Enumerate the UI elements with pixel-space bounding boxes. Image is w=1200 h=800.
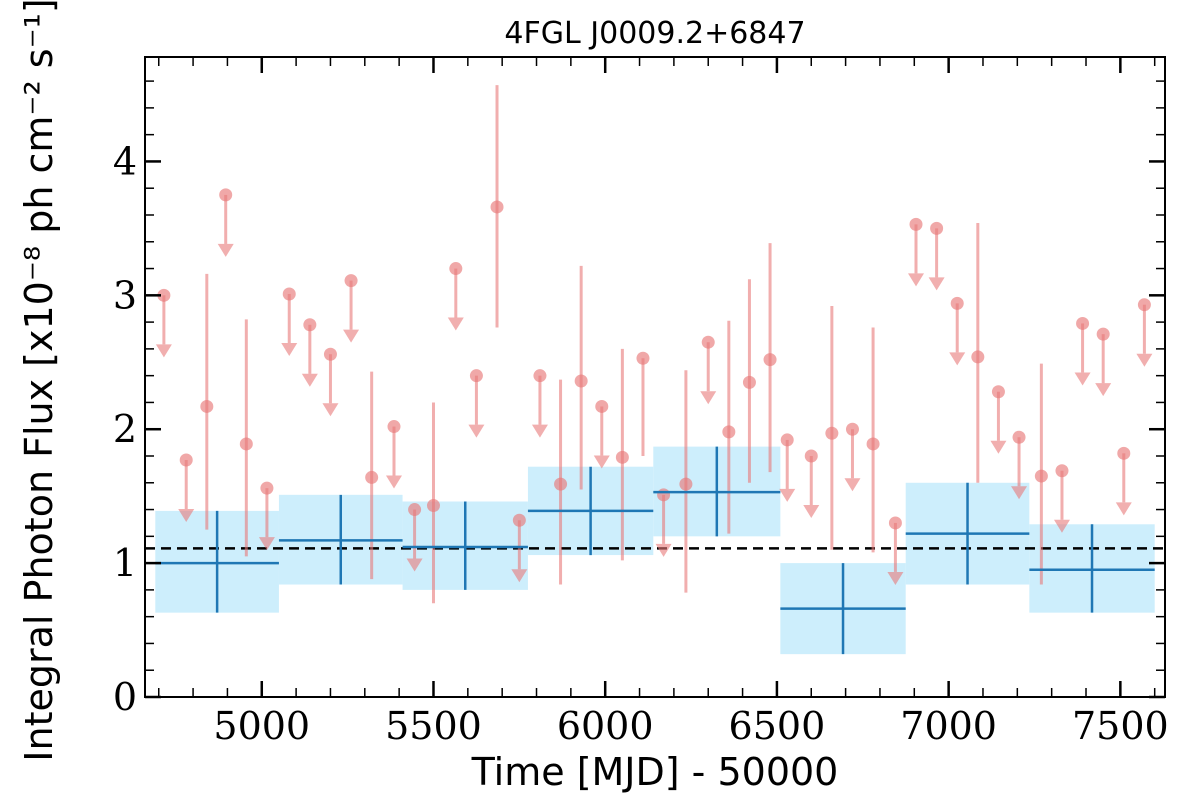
upper-limit-point [1137,298,1151,312]
upper-limit-arrow [1074,372,1091,386]
detection-point [365,470,379,484]
upper-limit-point [950,296,964,310]
detection-point [490,200,504,214]
upper-limit-arrow [531,424,548,438]
upper-limit-point [179,453,193,467]
upper-limit-arrow [1011,486,1028,500]
upper-limit-point [260,481,274,495]
detection-point [866,437,880,451]
detection-point [825,426,839,440]
x-tick-label: 6000 [557,704,654,748]
upper-limit-point [533,369,547,383]
x-tick-label: 5000 [213,704,310,748]
upper-limit-arrow [928,277,945,291]
upper-limit-point [595,399,609,413]
upper-limit-point [469,369,483,383]
upper-limit-point [408,503,422,517]
upper-limit-arrow [322,403,339,417]
upper-limit-point [780,433,794,447]
detection-point [636,351,650,365]
x-tick-label: 6500 [729,704,826,748]
upper-limit-point [1117,446,1131,460]
upper-limit-point [344,274,358,288]
upper-limit-arrow [655,543,672,557]
upper-limit-arrow [990,440,1007,454]
upper-limit-arrow [468,424,485,438]
upper-limit-point [657,488,671,502]
detection-point [426,499,440,513]
upper-limit-arrow [301,373,318,387]
upper-limit-point [1096,327,1110,341]
upper-limit-point [991,385,1005,399]
upper-limit-arrow [593,455,610,469]
upper-limit-arrow [887,571,904,585]
y-tick-label: 1 [113,541,137,585]
upper-limit-point [909,217,923,231]
upper-limit-point [701,335,715,349]
upper-limit-point [323,347,337,361]
x-tick-label: 5500 [385,704,482,748]
y-tick-label: 4 [113,139,137,183]
x-axis-label: Time [MJD] - 50000 [471,750,839,794]
upper-limit-point [1076,316,1090,330]
detection-point [679,477,693,491]
detection-point [763,353,777,367]
detection-point [1034,469,1048,483]
y-axis-label: Integral Photon Flux [x10⁻⁸ ph cm⁻² s⁻¹] [17,0,61,762]
upper-limit-arrow [700,391,717,405]
plot-area: 5000 5500 6000 6500 7000 7500 0 1 2 3 4 [113,56,1169,748]
upper-limit-point [219,188,233,202]
upper-limit-arrow [844,478,861,492]
upper-limit-arrow [385,475,402,489]
detection-point [971,350,985,364]
upper-limit-point [930,221,944,235]
upper-limit-point [157,288,171,302]
upper-limit-point [282,287,296,301]
detection-point [615,450,629,464]
detection-point [239,437,253,451]
upper-limit-arrow [155,344,172,358]
upper-limit-arrow [779,488,796,502]
detection-point [200,399,214,413]
upper-limit-point [303,318,317,332]
upper-limit-arrow [803,504,820,518]
detection-point [554,477,568,491]
y-tick-label: 3 [113,273,137,317]
upper-limit-arrow [258,537,275,551]
upper-limit-arrow [949,352,966,366]
upper-limit-point [845,422,859,436]
upper-limit-point [387,420,401,434]
y-tick-label: 2 [113,407,137,451]
chart-title: 4FGL J0009.2+6847 [504,16,805,51]
upper-limit-arrow [178,509,195,523]
upper-limit-arrow [217,243,234,257]
upper-limit-arrow [1095,383,1112,397]
upper-limit-arrow [1136,353,1153,367]
upper-limit-point [1055,464,1069,478]
upper-limit-point [1012,430,1026,444]
detection-point [742,375,756,389]
upper-limit-point [888,516,902,530]
upper-limit-arrow [343,329,360,343]
x-tick-label: 7000 [900,704,997,748]
y-tick-label: 0 [113,675,137,719]
upper-limit-arrow [447,317,464,331]
upper-limit-arrow [1053,519,1070,533]
upper-limit-arrow [1115,502,1132,516]
x-tick-label: 7500 [1072,704,1169,748]
upper-limit-point [512,513,526,527]
upper-limit-arrow [281,342,298,356]
plot-frame [144,56,1166,698]
upper-limit-point [804,449,818,463]
upper-limit-arrow [406,558,423,572]
detection-point [574,374,588,388]
upper-limit-point [449,262,463,276]
upper-limit-arrow [511,569,528,583]
upper-limit-arrow [908,273,925,287]
detection-point [722,425,736,439]
